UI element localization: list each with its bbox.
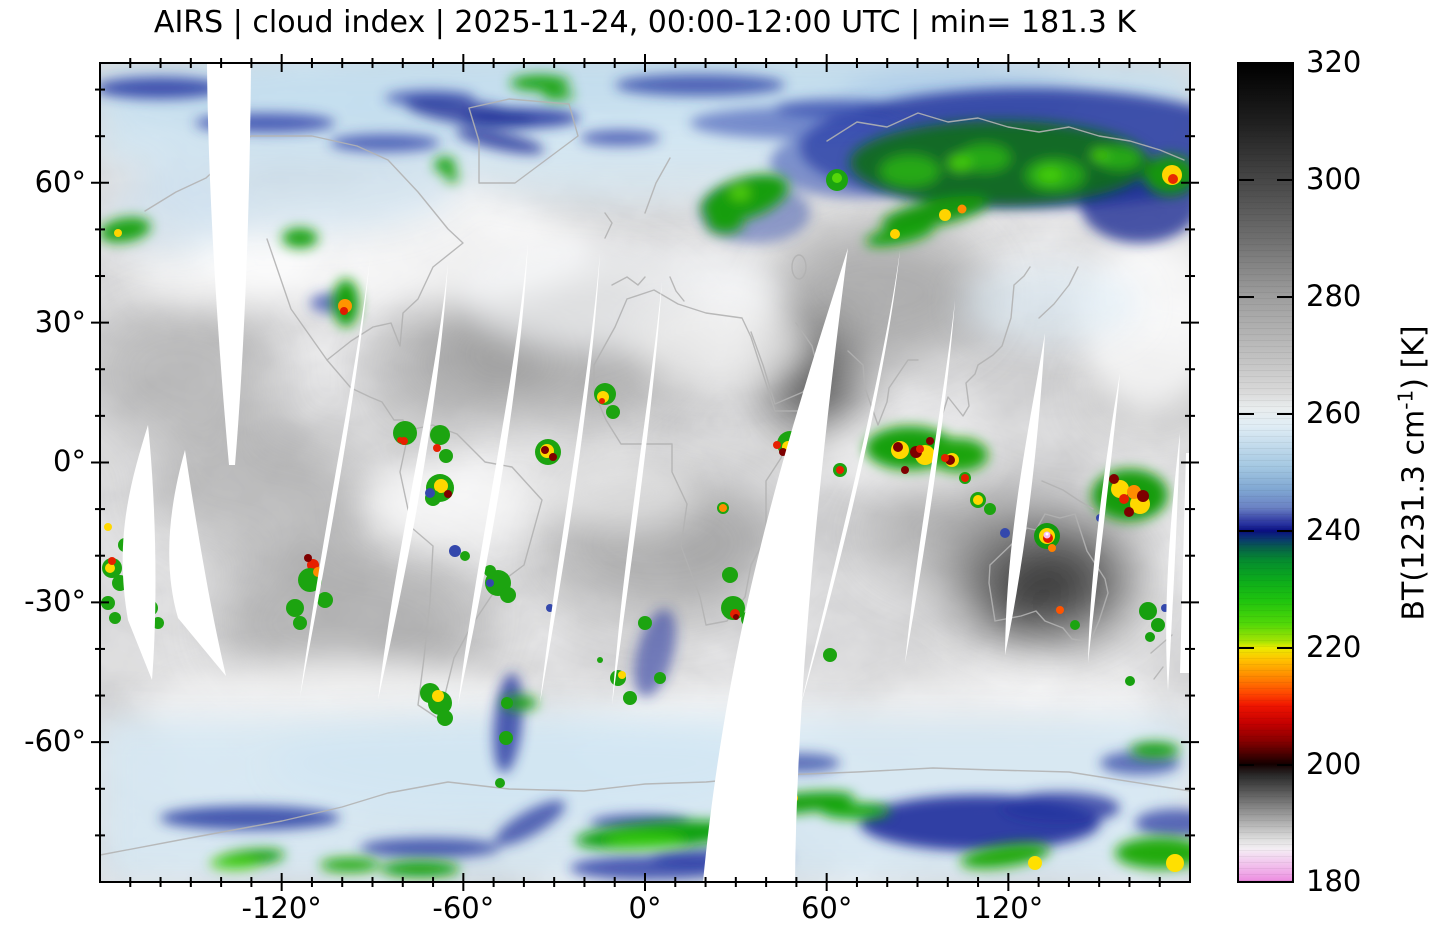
- colorbar-label-superscript: -1: [1394, 389, 1418, 410]
- y-tick-label: -30°: [24, 584, 86, 619]
- colorbar-label-suffix: ) [K]: [1397, 324, 1432, 390]
- y-tick-label: 30°: [34, 304, 86, 339]
- colorbar-tick-label: 220: [1306, 630, 1362, 664]
- x-tick-label: 60°: [800, 891, 853, 925]
- y-tick-label: 60°: [34, 164, 86, 199]
- colorbar-banding-overlay: [1239, 64, 1292, 881]
- colorbar-tick-label: 180: [1306, 864, 1362, 898]
- page-title: AIRS | cloud index | 2025-11-24, 00:00-1…: [153, 5, 1137, 40]
- x-tick-label: 120°: [973, 891, 1044, 925]
- colorbar-label-prefix: BT(1231.3 cm: [1397, 409, 1432, 621]
- x-tick-label: -120°: [241, 891, 322, 925]
- x-tick-label: 0°: [628, 891, 662, 925]
- y-tick-label: 0°: [53, 444, 86, 479]
- x-tick-label: -60°: [432, 891, 495, 925]
- colorbar-tick-label: 280: [1306, 279, 1362, 313]
- world-map-plot: [100, 63, 1190, 882]
- y-tick-label: -60°: [24, 724, 86, 759]
- colorbar-tick-label: 200: [1306, 747, 1362, 781]
- colorbar-tick-label: 240: [1306, 513, 1362, 547]
- colorbar-tick-label: 300: [1306, 162, 1362, 196]
- colorbar-tick-label: 320: [1306, 45, 1362, 79]
- colorbar-tick-label: 260: [1306, 396, 1362, 430]
